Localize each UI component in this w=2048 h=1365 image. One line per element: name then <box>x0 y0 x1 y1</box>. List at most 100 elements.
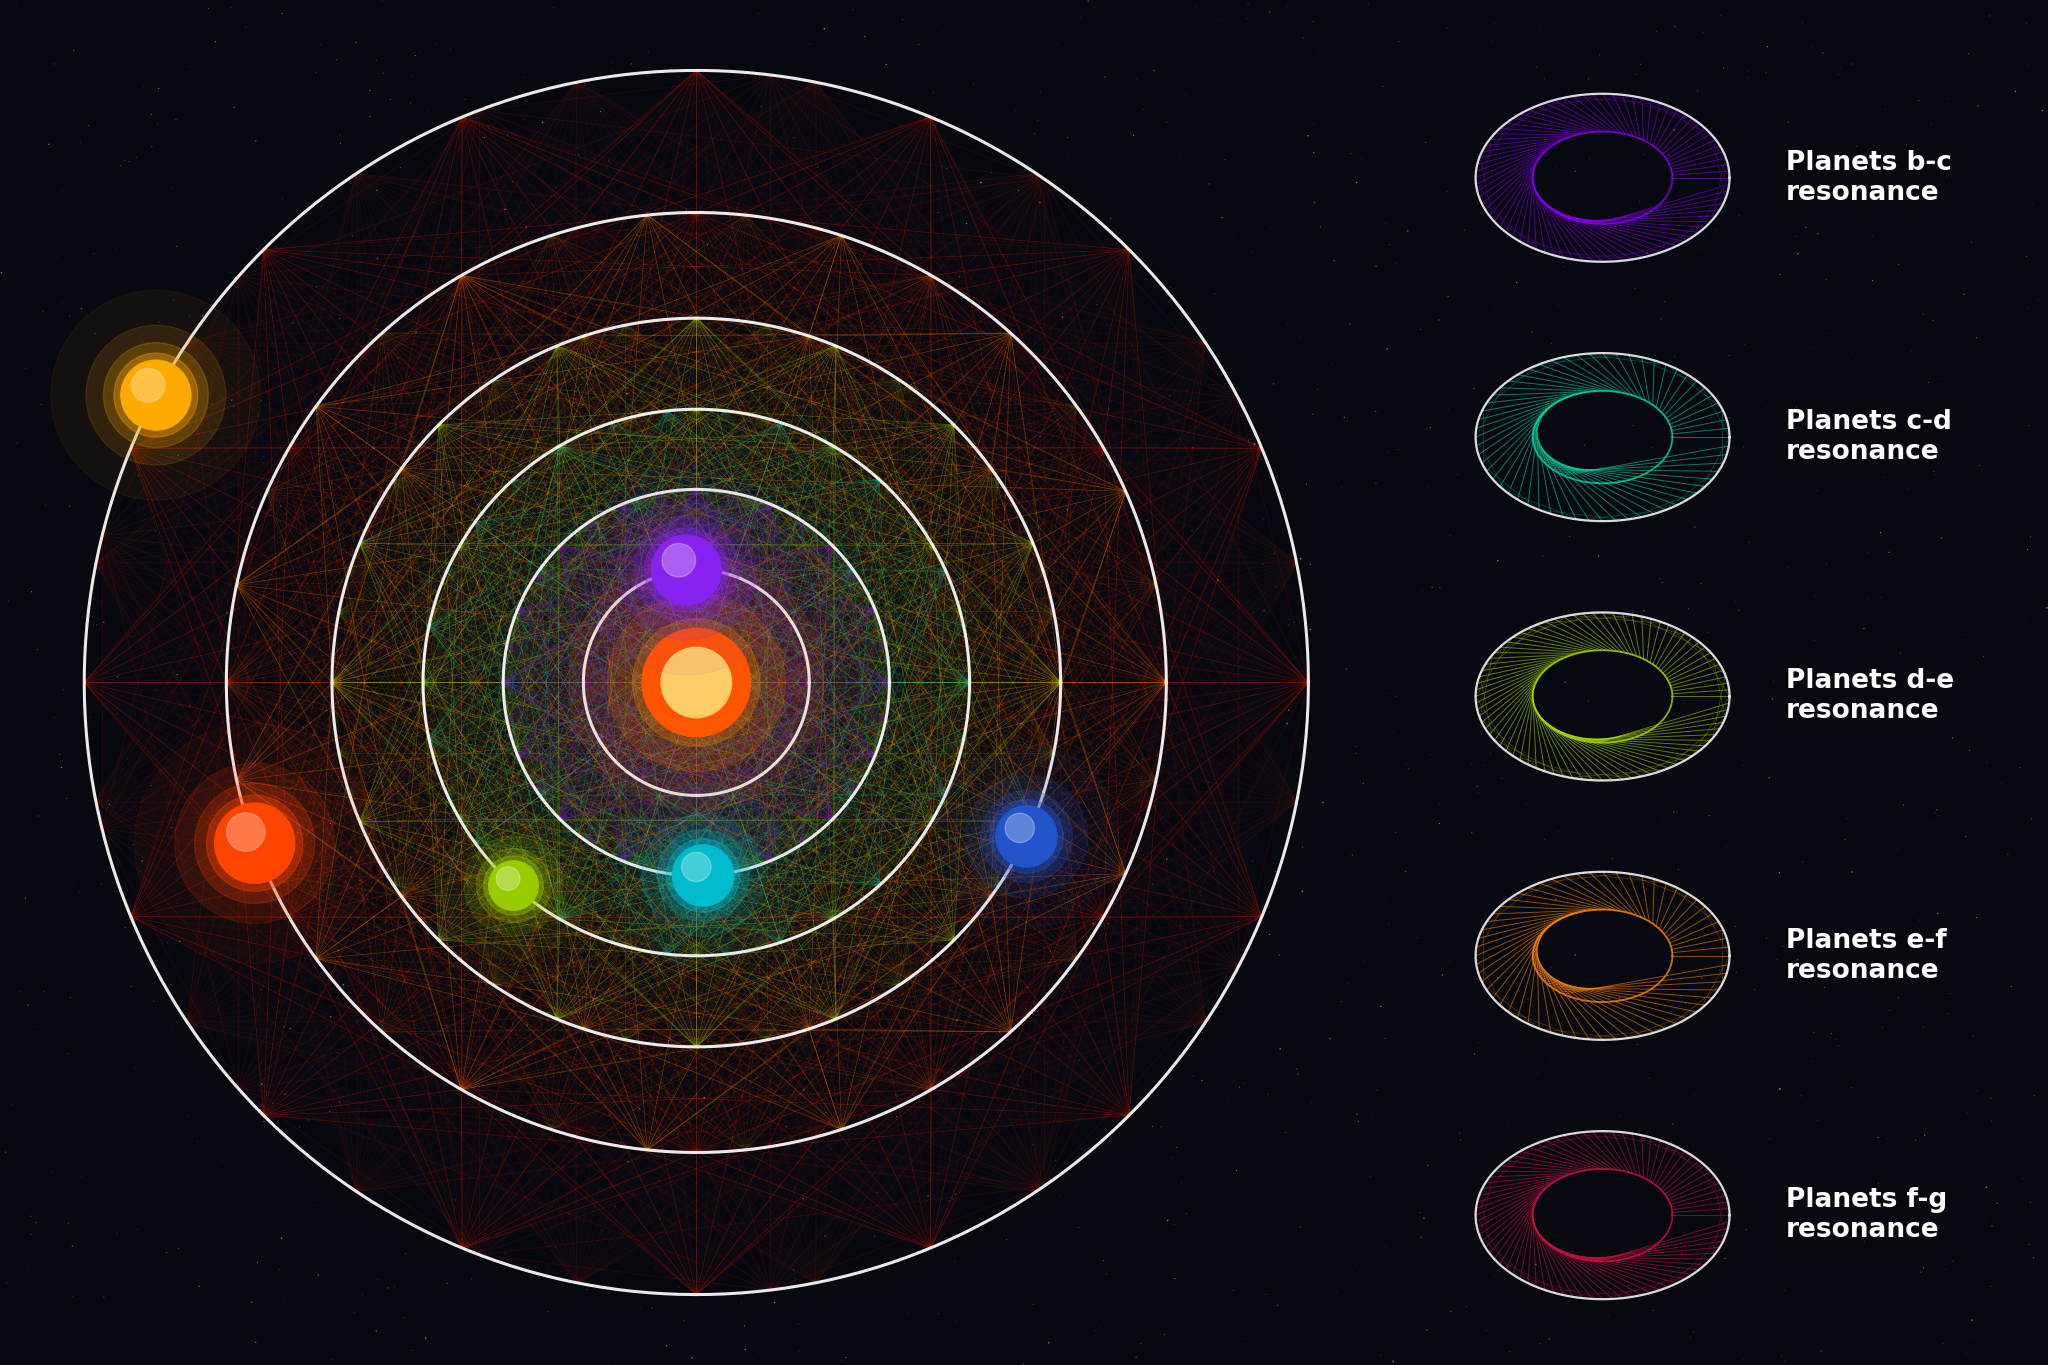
Circle shape <box>227 812 264 852</box>
Point <box>678 953 711 975</box>
Point <box>1186 1070 1219 1092</box>
Point <box>932 1190 965 1212</box>
Point <box>1341 1110 1374 1132</box>
Point <box>1935 728 1968 749</box>
Point <box>840 655 872 677</box>
Point <box>250 717 283 738</box>
Point <box>1389 1055 1421 1077</box>
Point <box>1954 1325 1987 1347</box>
Point <box>901 52 934 74</box>
Point <box>236 823 268 845</box>
Point <box>2007 113 2040 135</box>
Point <box>653 872 686 894</box>
Point <box>850 108 883 130</box>
Point <box>1532 646 1565 667</box>
Point <box>594 1104 627 1126</box>
Point <box>1405 1226 1438 1248</box>
Point <box>1532 197 1565 218</box>
Point <box>610 384 643 405</box>
Point <box>1106 905 1139 927</box>
Point <box>1526 631 1559 652</box>
Point <box>674 730 707 752</box>
Point <box>489 497 522 519</box>
Point <box>199 1305 231 1327</box>
Point <box>602 723 635 745</box>
Point <box>1157 1213 1190 1235</box>
Point <box>1552 526 1585 547</box>
Point <box>539 1237 571 1259</box>
Point <box>1337 1047 1370 1069</box>
Point <box>453 374 485 396</box>
Point <box>193 0 225 19</box>
Point <box>127 76 160 98</box>
Point <box>336 225 369 247</box>
Point <box>68 422 100 444</box>
Point <box>1516 680 1548 702</box>
Point <box>1669 992 1702 1014</box>
Point <box>502 682 535 704</box>
Point <box>532 1301 565 1323</box>
Point <box>1872 377 1905 399</box>
Point <box>1100 216 1133 238</box>
Point <box>926 299 958 321</box>
Point <box>821 703 854 725</box>
Circle shape <box>569 556 823 809</box>
Point <box>887 8 920 30</box>
Circle shape <box>682 852 711 882</box>
Point <box>215 0 248 19</box>
Point <box>1253 569 1286 591</box>
Point <box>1298 191 1331 213</box>
Point <box>535 1035 567 1057</box>
Point <box>862 1080 895 1102</box>
Point <box>389 1242 422 1264</box>
Point <box>459 1265 492 1287</box>
Point <box>35 176 68 198</box>
Point <box>1401 820 1434 842</box>
Point <box>10 1257 43 1279</box>
Point <box>1647 811 1679 833</box>
Point <box>1802 972 1835 994</box>
Point <box>1595 132 1628 154</box>
Point <box>154 390 186 412</box>
Point <box>756 3 788 25</box>
Point <box>53 306 86 328</box>
Point <box>258 358 291 379</box>
Point <box>1618 721 1651 743</box>
Point <box>1538 351 1571 373</box>
Point <box>920 1062 952 1084</box>
Point <box>1034 935 1067 957</box>
Point <box>250 173 283 195</box>
Point <box>109 150 141 172</box>
Point <box>510 1014 543 1036</box>
Point <box>621 977 653 999</box>
Point <box>1296 403 1329 425</box>
Point <box>2015 808 2048 830</box>
Point <box>1542 1224 1575 1246</box>
Point <box>1841 135 1874 157</box>
Point <box>1223 1076 1255 1097</box>
Point <box>184 366 217 388</box>
Point <box>397 1082 430 1104</box>
Point <box>575 1200 608 1222</box>
Point <box>188 104 221 126</box>
Point <box>604 1080 637 1102</box>
Point <box>1915 814 1948 835</box>
Point <box>1014 719 1047 741</box>
Point <box>1700 220 1733 242</box>
Point <box>903 33 936 55</box>
Point <box>635 117 668 139</box>
Point <box>360 49 393 71</box>
Point <box>1362 977 1395 999</box>
Point <box>1047 1231 1079 1253</box>
Point <box>301 541 334 562</box>
Point <box>80 614 113 636</box>
Point <box>1903 1051 1935 1073</box>
Point <box>836 0 868 20</box>
Point <box>743 1342 776 1364</box>
Point <box>174 56 207 78</box>
Point <box>1272 313 1305 334</box>
Point <box>1556 392 1589 414</box>
Point <box>1014 988 1047 1010</box>
Point <box>1135 435 1167 457</box>
Point <box>2009 12 2042 34</box>
